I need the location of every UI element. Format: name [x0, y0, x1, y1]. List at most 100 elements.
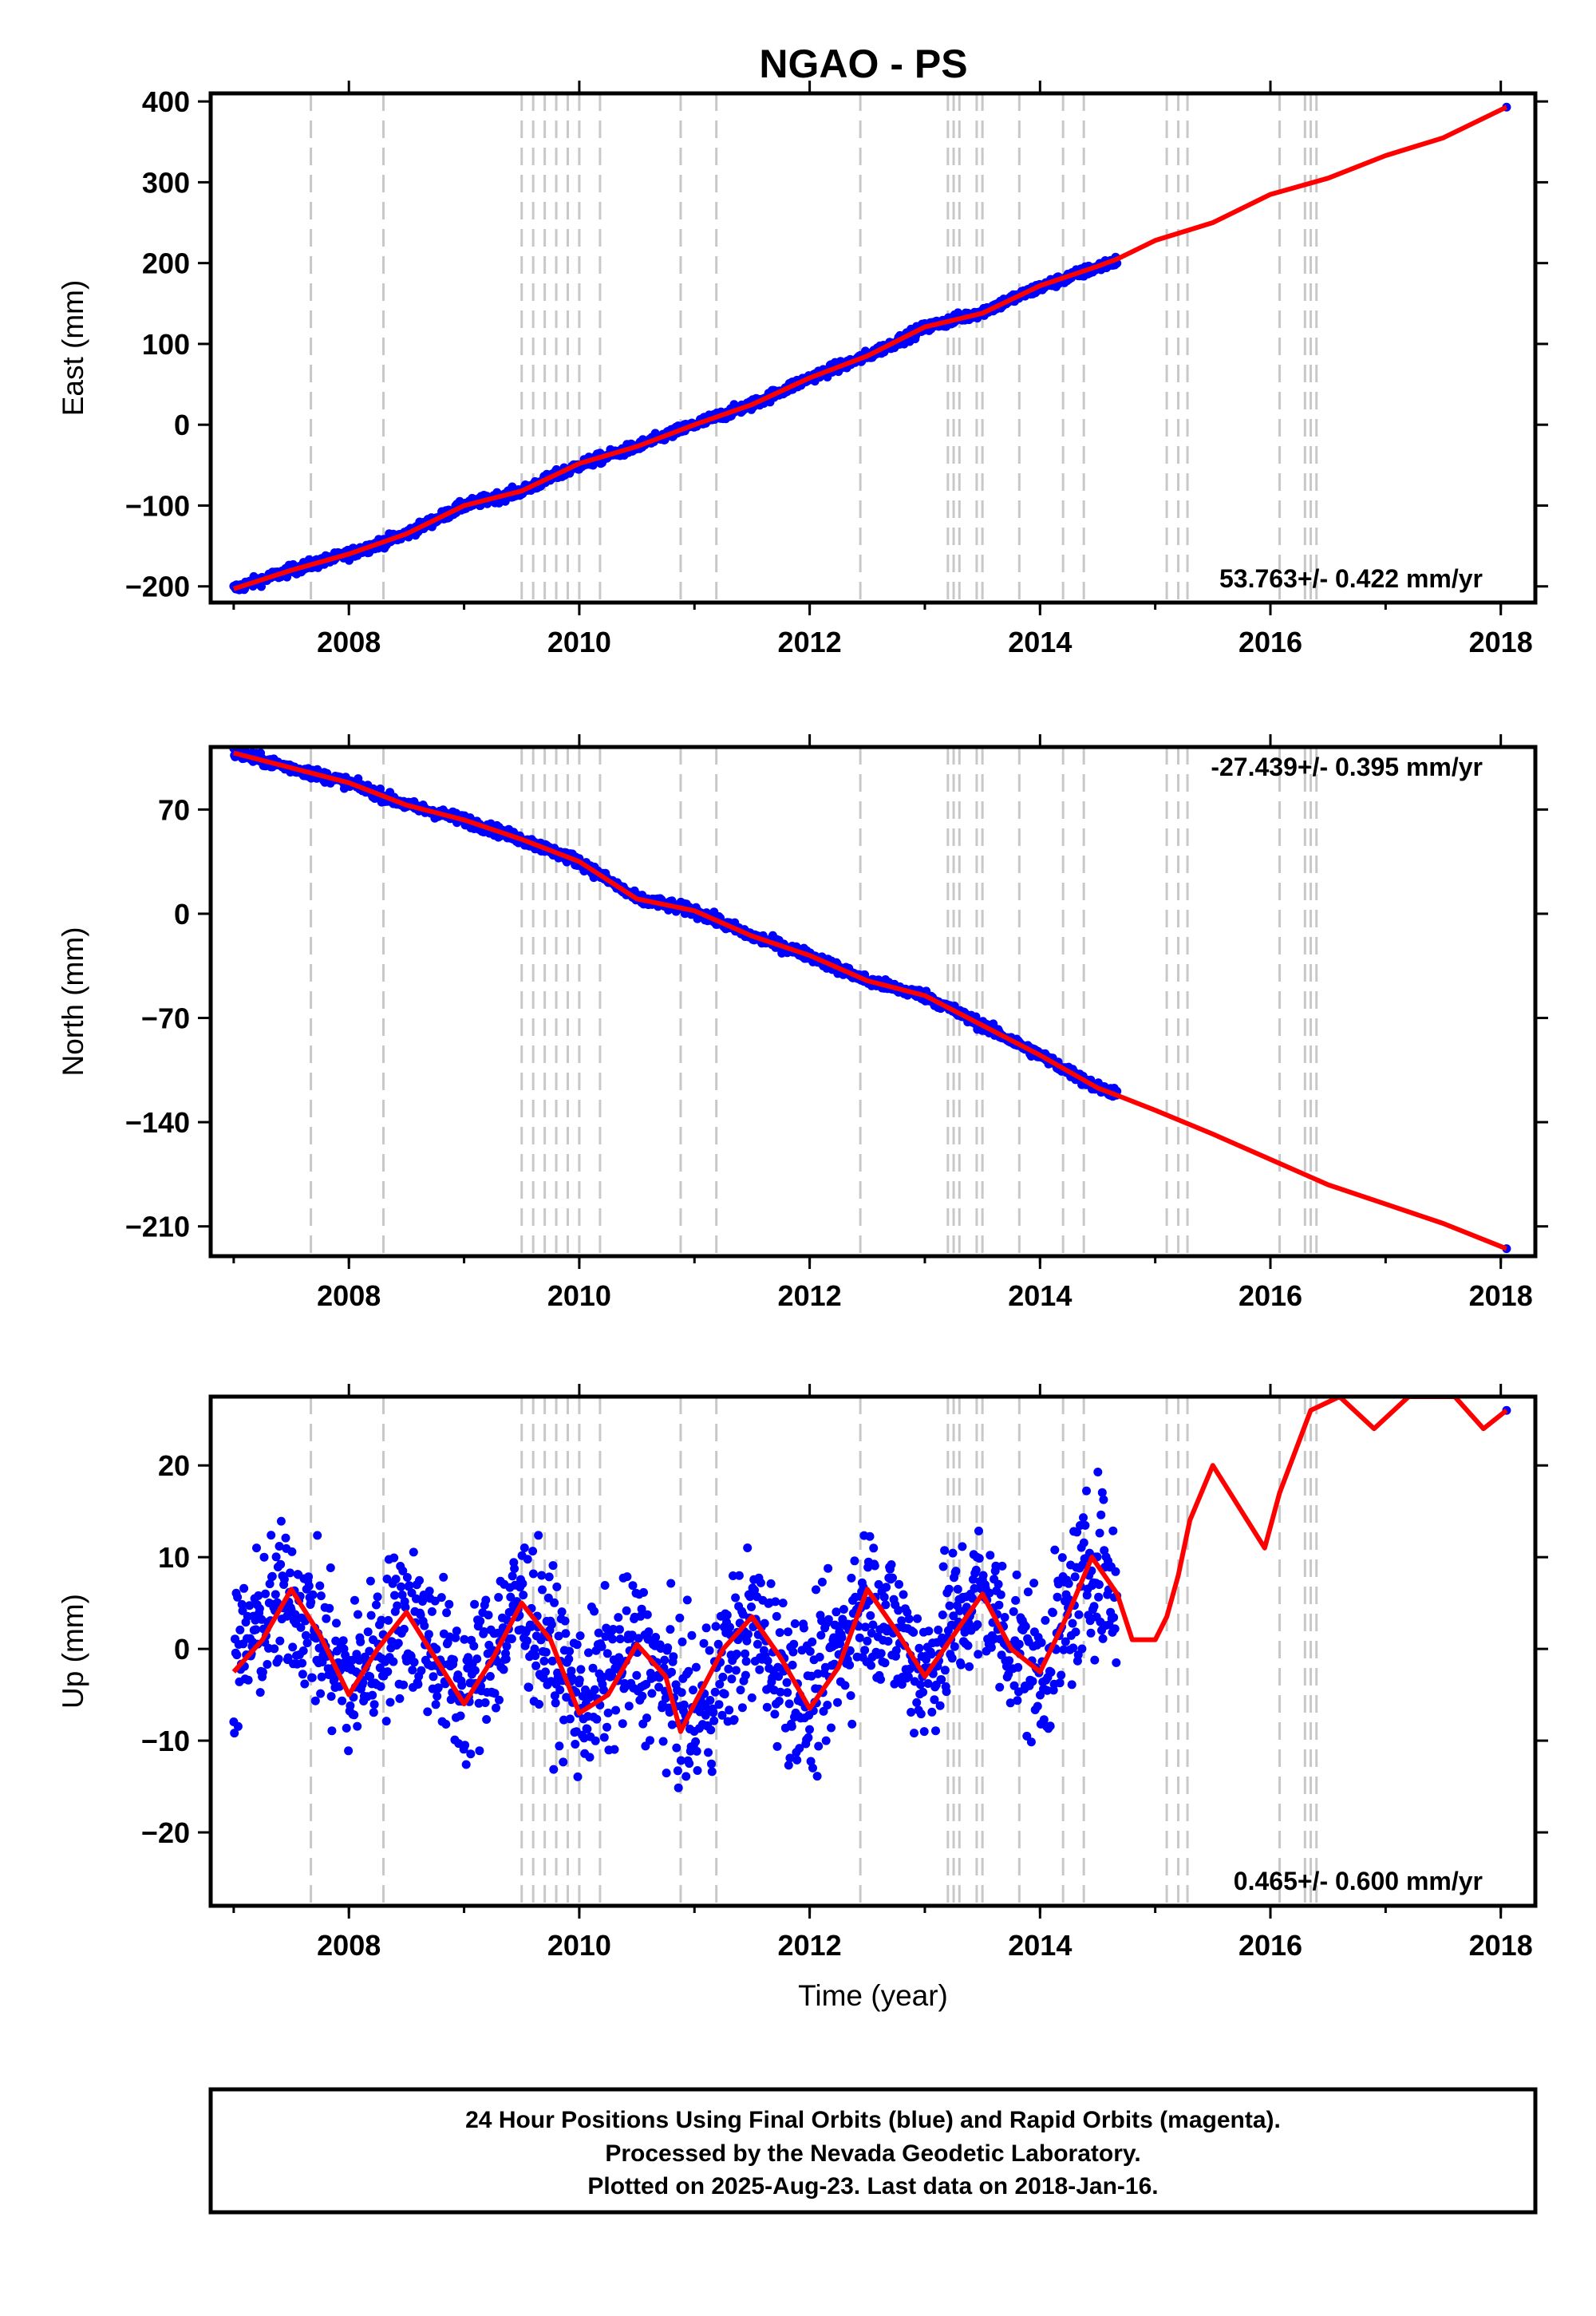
y-tick-label: 400	[142, 85, 190, 118]
observation-point	[274, 1654, 283, 1664]
observation-point	[384, 1615, 393, 1625]
observation-point	[481, 1595, 491, 1605]
observation-point	[437, 1593, 446, 1603]
observation-point	[550, 1691, 559, 1701]
observation-point	[741, 1670, 750, 1680]
observation-point	[267, 1531, 276, 1540]
observation-point	[636, 1611, 646, 1621]
observation-point	[720, 1690, 729, 1699]
observation-point	[531, 1651, 540, 1661]
observation-point	[460, 1634, 469, 1644]
observation-point	[860, 1622, 870, 1632]
observation-point	[1110, 1624, 1120, 1634]
y-tick-label: 0	[174, 409, 190, 441]
observation-point	[699, 1638, 709, 1648]
observation-point	[230, 1729, 239, 1738]
observation-point	[442, 1608, 452, 1618]
observation-point	[346, 1701, 355, 1710]
observation-point	[974, 1554, 984, 1563]
observation-point	[1026, 1737, 1036, 1747]
panel-up: 2008 2010 2012 2014 2016 2018 −20 −10 0 10 20 Up (m…	[57, 1384, 1548, 2012]
footer-line-2: Processed by the Nevada Geodetic Laborat…	[605, 2140, 1140, 2167]
observation-point	[576, 1665, 586, 1674]
observation-point	[707, 1767, 717, 1777]
observation-point	[485, 1672, 495, 1681]
observation-point	[678, 1637, 687, 1646]
observation-point	[927, 1707, 937, 1717]
observation-point	[383, 1667, 393, 1677]
observation-point	[325, 1603, 334, 1613]
observation-point	[452, 1626, 461, 1636]
observation-points	[229, 1405, 1511, 1792]
observation-point	[559, 1757, 568, 1767]
observation-point	[974, 1526, 983, 1535]
observation-point	[1009, 1681, 1019, 1690]
x-tick-label: 2016	[1238, 626, 1302, 658]
panel-east: 2008 2010 2012 2014 2016 2018 −200 −100 0 100 200 3…	[57, 81, 1548, 658]
observation-point	[600, 1581, 610, 1590]
observation-point	[732, 1650, 741, 1658]
observation-point	[381, 1717, 391, 1726]
observation-point	[876, 1674, 885, 1684]
observation-point	[480, 1627, 488, 1636]
observation-point	[978, 1571, 988, 1580]
observation-point	[286, 1568, 294, 1578]
y-tick-label: −10	[141, 1725, 190, 1757]
observation-point	[298, 1646, 308, 1655]
observation-point	[366, 1611, 376, 1620]
observation-point	[913, 1614, 922, 1623]
observation-point	[1029, 1579, 1039, 1588]
observation-point	[304, 1581, 314, 1591]
observation-point	[583, 1725, 592, 1733]
observation-point	[677, 1688, 686, 1697]
y-tick-label: 70	[158, 793, 190, 826]
observation-point	[302, 1638, 312, 1648]
observation-point	[538, 1585, 547, 1595]
observation-point	[530, 1644, 539, 1654]
observation-point	[1059, 1645, 1069, 1654]
observation-point	[895, 1579, 903, 1589]
observation-point	[747, 1693, 757, 1702]
observation-point	[897, 1680, 907, 1689]
observation-point	[940, 1546, 950, 1555]
observation-point	[484, 1611, 493, 1620]
observation-point	[713, 1639, 723, 1649]
observation-point	[332, 1618, 341, 1628]
observation-point	[1079, 1513, 1088, 1523]
observation-point	[239, 1583, 249, 1593]
observation-point	[353, 1721, 362, 1731]
observation-point	[369, 1700, 379, 1709]
observation-point	[916, 1709, 926, 1719]
observation-point	[322, 1614, 331, 1623]
observation-point	[919, 1727, 929, 1737]
observation-point	[1021, 1622, 1030, 1631]
observation-point	[1042, 1686, 1052, 1695]
observation-point	[669, 1652, 678, 1662]
observation-point	[376, 785, 385, 793]
observation-point	[552, 1582, 562, 1591]
event-lines	[310, 747, 1318, 1256]
observation-point	[356, 1637, 365, 1646]
observation-point	[741, 1657, 751, 1666]
observation-point	[251, 1615, 260, 1625]
observation-point	[555, 1741, 564, 1751]
observation-point	[1108, 1526, 1118, 1535]
observation-point	[276, 1516, 286, 1526]
x-tick-label: 2008	[317, 1279, 381, 1312]
observation-point	[594, 1628, 603, 1638]
observation-point	[994, 1579, 1003, 1589]
observation-point	[651, 1633, 661, 1642]
observation-point	[879, 1592, 889, 1602]
observation-point	[996, 1590, 1005, 1599]
observation-point	[771, 1597, 780, 1607]
observation-point	[840, 1681, 850, 1690]
observation-point	[701, 1623, 711, 1633]
observation-point	[365, 1672, 375, 1682]
observation-points	[229, 102, 1511, 595]
observation-point	[1067, 1680, 1077, 1690]
observation-point	[255, 1604, 264, 1614]
observation-point	[457, 1681, 467, 1690]
observation-point	[714, 1700, 724, 1709]
observation-point	[344, 1746, 354, 1756]
observation-point	[1079, 1538, 1088, 1547]
